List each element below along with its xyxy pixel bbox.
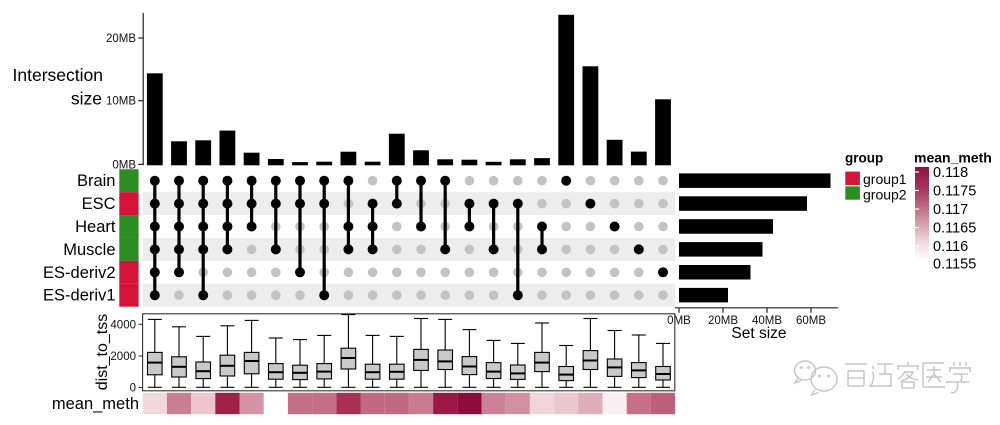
svg-text:0.118: 0.118 [933,165,968,181]
svg-text:0.117: 0.117 [933,202,968,218]
svg-text:Heart: Heart [75,218,116,236]
svg-text:20MB: 20MB [708,315,738,327]
svg-text:0: 0 [130,383,136,395]
svg-text:Set size: Set size [731,325,786,342]
svg-text:group1: group1 [863,171,907,187]
svg-text:Intersection: Intersection [13,65,103,85]
svg-text:ES-deriv1: ES-deriv1 [43,287,115,305]
svg-text:0MB: 0MB [112,159,136,171]
svg-text:10MB: 10MB [106,96,136,108]
svg-text:2000: 2000 [110,351,136,363]
svg-text:0MB: 0MB [667,315,691,327]
svg-text:dist_to_tss: dist_to_tss [94,314,111,390]
svg-text:0.1155: 0.1155 [933,257,976,273]
svg-text:ESC: ESC [82,195,116,213]
svg-text:0.1175: 0.1175 [933,184,976,200]
svg-text:Muscle: Muscle [63,241,115,259]
svg-text:size: size [71,89,102,109]
svg-text:0.116: 0.116 [933,239,968,255]
svg-text:Brain: Brain [77,172,116,190]
svg-text:4000: 4000 [110,319,136,331]
svg-text:group: group [845,151,883,166]
svg-text:mean_meth: mean_meth [914,150,992,166]
svg-text:40MB: 40MB [752,315,782,327]
svg-text:mean_meth: mean_meth [52,395,139,413]
svg-text:20MB: 20MB [106,33,136,45]
svg-text:60MB: 60MB [796,315,826,327]
svg-text:ES-deriv2: ES-deriv2 [43,264,115,282]
svg-text:0.1165: 0.1165 [933,221,976,237]
svg-text:group2: group2 [863,187,907,203]
